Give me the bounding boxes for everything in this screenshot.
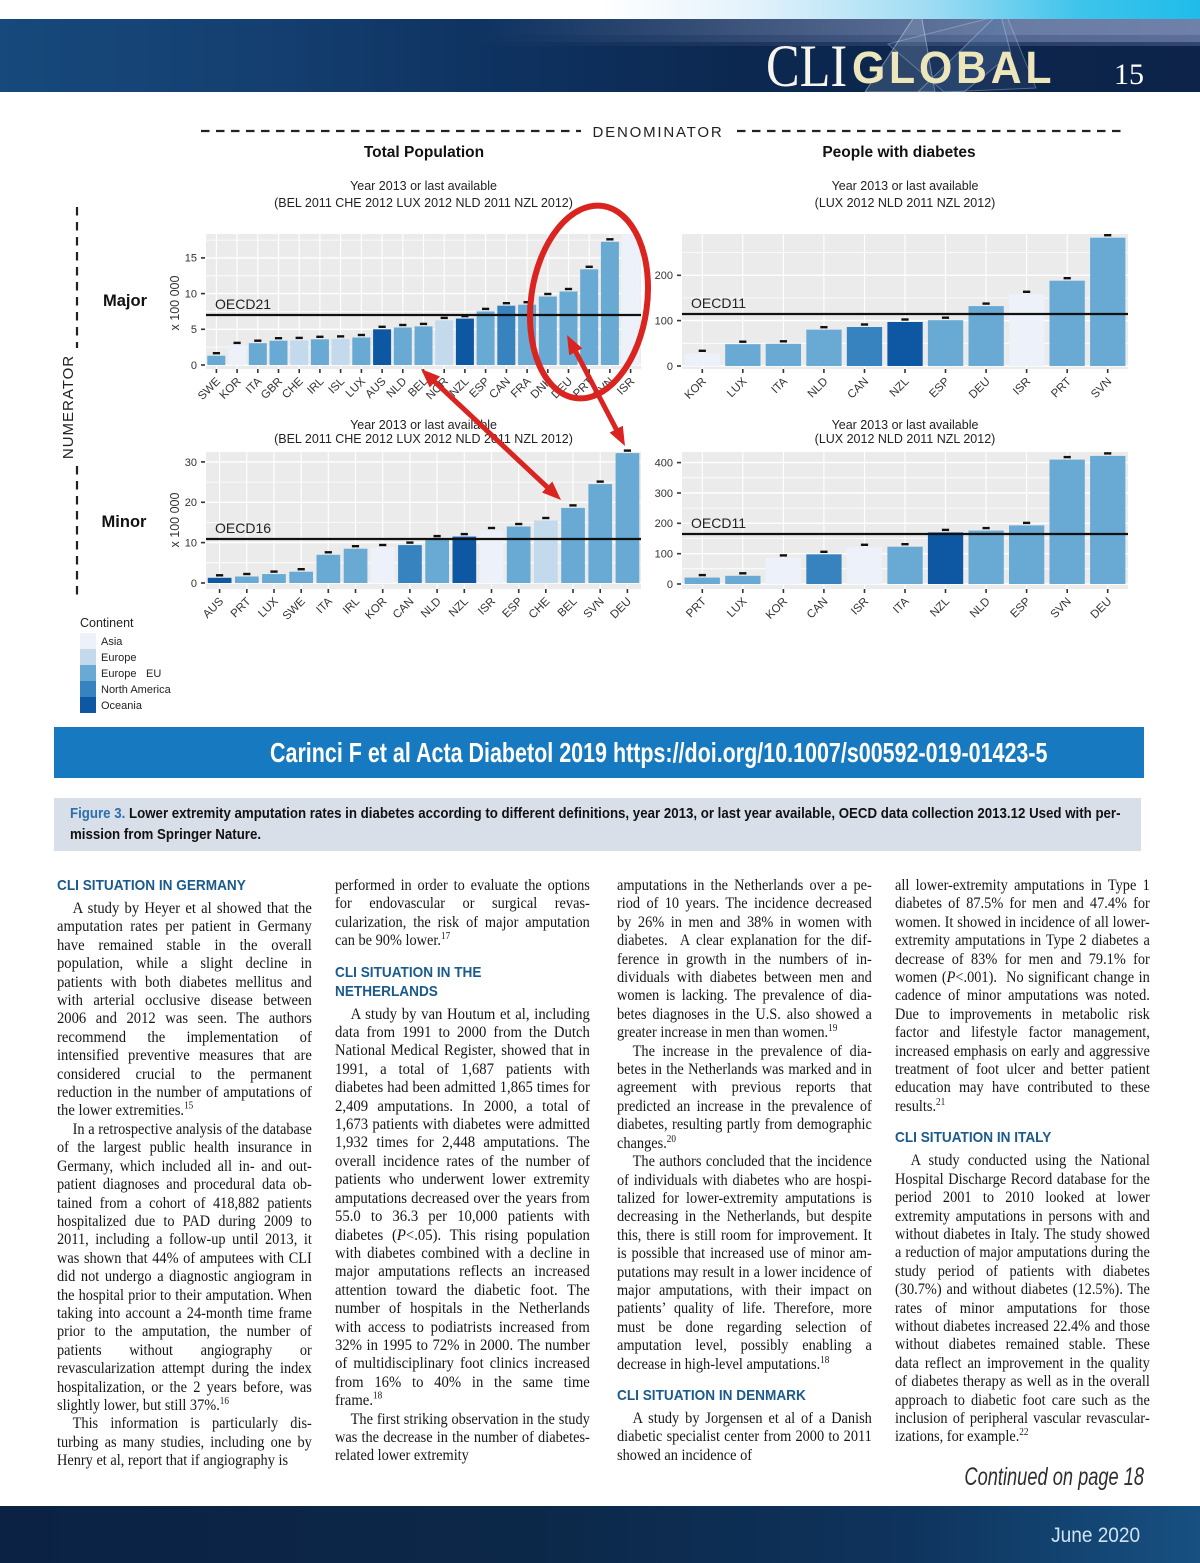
svg-text:North America: North America bbox=[101, 684, 172, 696]
svg-text:300: 300 bbox=[655, 488, 673, 500]
svg-text:Year 2013 or last available: Year 2013 or last available bbox=[350, 179, 497, 193]
svg-text:SVN: SVN bbox=[1049, 596, 1074, 621]
svg-text:NLD: NLD bbox=[806, 376, 831, 401]
svg-text:KOR: KOR bbox=[683, 376, 709, 402]
svg-text:BEL: BEL bbox=[556, 595, 580, 619]
svg-text:FRA: FRA bbox=[509, 375, 534, 400]
svg-text:ESP: ESP bbox=[1008, 595, 1033, 620]
svg-text:PRT: PRT bbox=[1049, 376, 1074, 401]
svg-text:ISR: ISR bbox=[849, 596, 871, 618]
svg-text:ISR: ISR bbox=[1011, 376, 1033, 398]
svg-text:NZL: NZL bbox=[888, 375, 912, 399]
svg-text:Minor: Minor bbox=[102, 513, 147, 531]
svg-text:SWE: SWE bbox=[281, 595, 308, 622]
svg-text:400: 400 bbox=[655, 457, 673, 469]
svg-text:CAN: CAN bbox=[845, 376, 871, 402]
svg-text:OECD11: OECD11 bbox=[691, 515, 746, 531]
svg-text:LUX: LUX bbox=[256, 595, 281, 620]
svg-text:AUS: AUS bbox=[201, 595, 226, 620]
svg-text:Total Population: Total Population bbox=[364, 144, 484, 161]
svg-text:0: 0 bbox=[191, 360, 197, 372]
svg-text:ESP: ESP bbox=[501, 595, 526, 620]
svg-text:KOR: KOR bbox=[764, 596, 790, 622]
svg-text:DENOMINATOR: DENOMINATOR bbox=[593, 124, 724, 141]
svg-text:EU: EU bbox=[146, 668, 161, 680]
svg-text:KOR: KOR bbox=[218, 376, 244, 402]
svg-text:15: 15 bbox=[185, 253, 197, 265]
svg-text:SWE: SWE bbox=[196, 375, 223, 402]
svg-text:DEU: DEU bbox=[967, 376, 993, 402]
svg-text:0: 0 bbox=[667, 361, 673, 373]
svg-text:Year 2013 or last available: Year 2013 or last available bbox=[832, 179, 979, 193]
svg-text:CAN: CAN bbox=[391, 596, 417, 622]
svg-text:KOR: KOR bbox=[363, 596, 389, 622]
svg-text:200: 200 bbox=[655, 270, 673, 282]
svg-text:IRL: IRL bbox=[305, 375, 327, 397]
svg-text:NLD: NLD bbox=[385, 376, 410, 401]
svg-text:NLD: NLD bbox=[968, 596, 993, 621]
svg-text:CHE: CHE bbox=[280, 375, 306, 401]
svg-text:ESP: ESP bbox=[467, 375, 492, 400]
svg-text:GBR: GBR bbox=[259, 376, 285, 402]
svg-text:CHE: CHE bbox=[527, 595, 553, 621]
svg-text:ITA: ITA bbox=[769, 375, 790, 396]
svg-text:DEU: DEU bbox=[608, 596, 634, 622]
svg-text:x 100 000: x 100 000 bbox=[168, 493, 182, 548]
svg-text:Europe: Europe bbox=[101, 668, 136, 680]
svg-text:CAN: CAN bbox=[487, 376, 513, 402]
svg-text:ESP: ESP bbox=[927, 375, 952, 400]
svg-text:NUMERATOR: NUMERATOR bbox=[60, 355, 77, 459]
svg-text:0: 0 bbox=[191, 578, 197, 590]
svg-text:PRT: PRT bbox=[229, 596, 254, 621]
svg-text:NZL: NZL bbox=[928, 595, 952, 619]
svg-text:(LUX 2012 NLD 2011 NZL 2012): (LUX 2012 NLD 2011 NZL 2012) bbox=[815, 432, 996, 446]
svg-text:SVN: SVN bbox=[1089, 376, 1114, 401]
svg-text:AUS: AUS bbox=[364, 375, 389, 400]
svg-text:(BEL 2011 CHE 2012 LUX 2012 NL: (BEL 2011 CHE 2012 LUX 2012 NLD 2011 NZL… bbox=[274, 432, 573, 446]
svg-text:30: 30 bbox=[185, 457, 197, 469]
svg-text:OECD11: OECD11 bbox=[691, 295, 746, 311]
svg-text:Year 2013 or last available: Year 2013 or last available bbox=[832, 418, 979, 432]
svg-text:OECD21: OECD21 bbox=[215, 296, 271, 312]
svg-text:100: 100 bbox=[655, 315, 673, 327]
svg-text:NLD: NLD bbox=[419, 596, 444, 621]
svg-text:Year 2013 or last available: Year 2013 or last available bbox=[350, 418, 497, 432]
svg-text:5: 5 bbox=[191, 324, 197, 336]
svg-text:0: 0 bbox=[667, 579, 673, 591]
svg-text:NZL: NZL bbox=[447, 595, 471, 619]
svg-text:CAN: CAN bbox=[805, 596, 831, 622]
svg-text:ITA: ITA bbox=[314, 595, 335, 616]
svg-text:10: 10 bbox=[185, 537, 197, 549]
svg-text:Major: Major bbox=[103, 292, 148, 310]
svg-text:20: 20 bbox=[185, 497, 197, 509]
svg-text:Asia: Asia bbox=[101, 636, 123, 648]
svg-text:200: 200 bbox=[655, 518, 673, 530]
svg-text:PRT: PRT bbox=[684, 596, 709, 621]
svg-text:ITA: ITA bbox=[891, 595, 912, 616]
svg-text:LUX: LUX bbox=[725, 595, 750, 620]
svg-text:x 100 000: x 100 000 bbox=[168, 276, 182, 331]
svg-text:SVN: SVN bbox=[582, 596, 607, 621]
svg-text:(BEL 2011 CHE 2012 LUX 2012 NL: (BEL 2011 CHE 2012 LUX 2012 NLD 2011 NZL… bbox=[274, 196, 573, 210]
svg-text:OECD16: OECD16 bbox=[215, 520, 271, 536]
svg-text:LUX: LUX bbox=[344, 375, 369, 400]
svg-text:Oceania: Oceania bbox=[101, 700, 143, 712]
svg-text:100: 100 bbox=[655, 549, 673, 561]
svg-text:10: 10 bbox=[185, 288, 197, 300]
svg-text:LUX: LUX bbox=[725, 375, 750, 400]
svg-text:Europe: Europe bbox=[101, 652, 136, 664]
svg-text:ISR: ISR bbox=[476, 596, 498, 618]
svg-text:IRL: IRL bbox=[341, 595, 363, 617]
svg-text:(LUX 2012 NLD 2011 NZL 2012): (LUX 2012 NLD 2011 NZL 2012) bbox=[815, 196, 996, 210]
svg-text:People with diabetes: People with diabetes bbox=[822, 144, 975, 161]
svg-text:Continent: Continent bbox=[80, 616, 134, 630]
svg-text:DEU: DEU bbox=[1089, 596, 1115, 622]
